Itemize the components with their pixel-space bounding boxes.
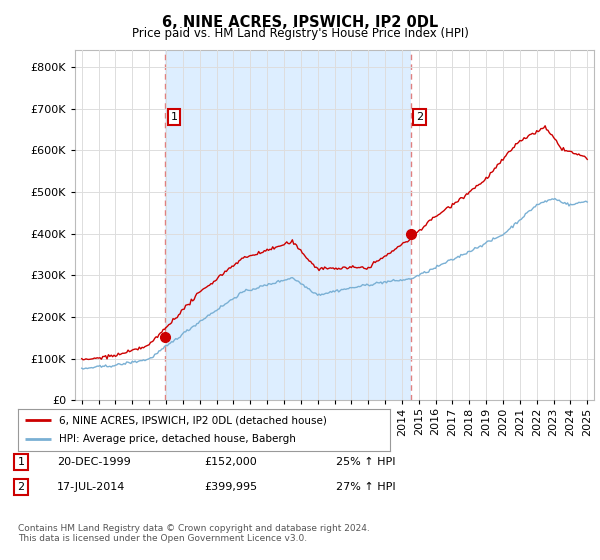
Text: 2: 2 [17, 482, 25, 492]
Text: Price paid vs. HM Land Registry's House Price Index (HPI): Price paid vs. HM Land Registry's House … [131, 27, 469, 40]
Text: 1: 1 [17, 457, 25, 467]
Text: 6, NINE ACRES, IPSWICH, IP2 0DL (detached house): 6, NINE ACRES, IPSWICH, IP2 0DL (detache… [59, 415, 327, 425]
Text: 1: 1 [170, 112, 178, 122]
Text: £399,995: £399,995 [204, 482, 257, 492]
Text: 20-DEC-1999: 20-DEC-1999 [57, 457, 131, 467]
Text: 2: 2 [416, 112, 423, 122]
Text: Contains HM Land Registry data © Crown copyright and database right 2024.
This d: Contains HM Land Registry data © Crown c… [18, 524, 370, 543]
Bar [166, 50, 411, 400]
Text: £152,000: £152,000 [204, 457, 257, 467]
Text: HPI: Average price, detached house, Babergh: HPI: Average price, detached house, Babe… [59, 435, 296, 445]
Text: 25% ↑ HPI: 25% ↑ HPI [336, 457, 395, 467]
Text: 17-JUL-2014: 17-JUL-2014 [57, 482, 125, 492]
Text: 27% ↑ HPI: 27% ↑ HPI [336, 482, 395, 492]
Text: 6, NINE ACRES, IPSWICH, IP2 0DL: 6, NINE ACRES, IPSWICH, IP2 0DL [162, 15, 438, 30]
